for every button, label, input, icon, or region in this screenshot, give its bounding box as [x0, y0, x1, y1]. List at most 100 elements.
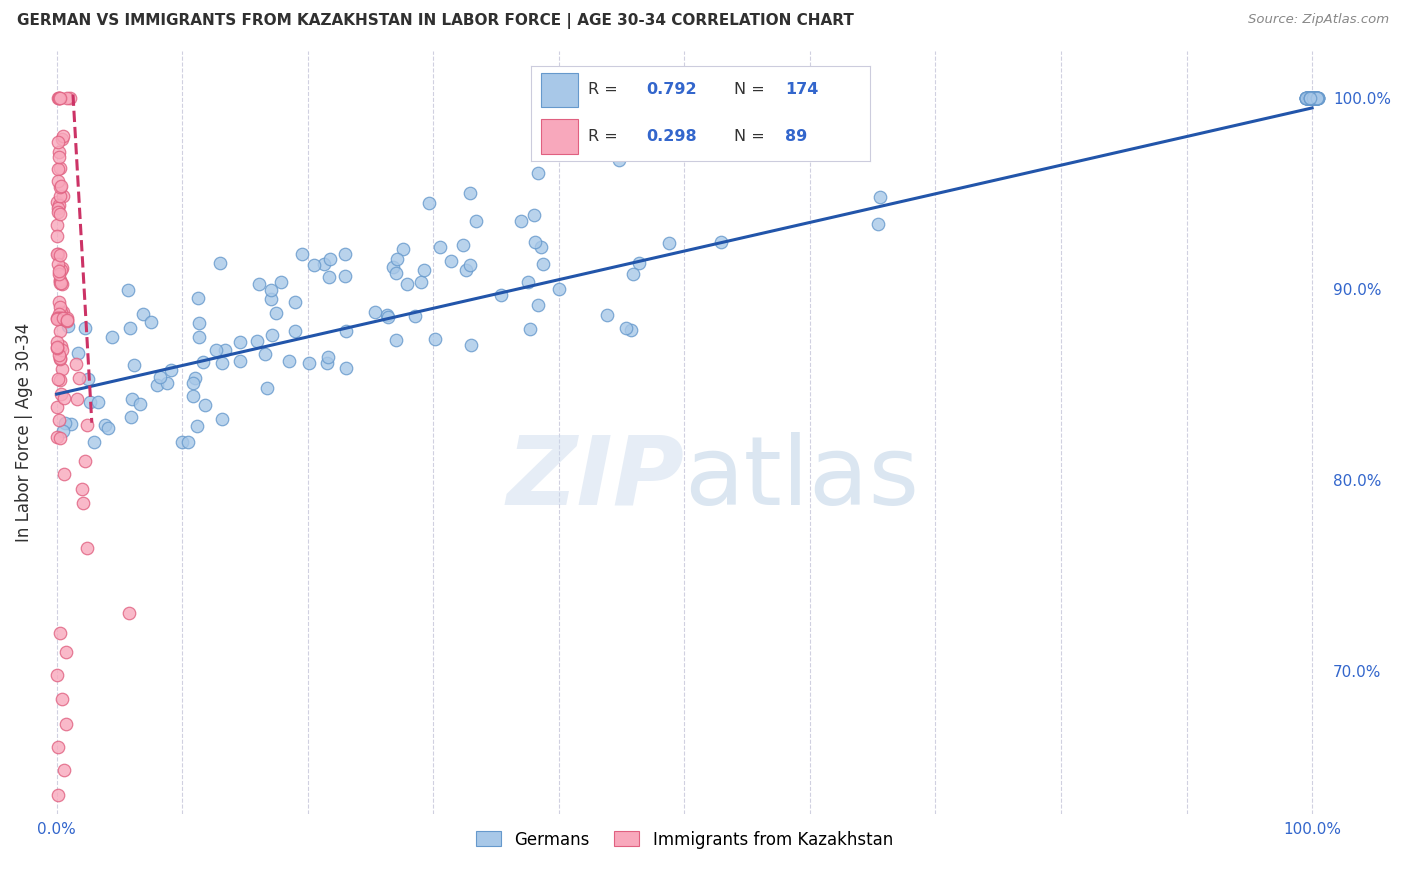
Point [316, 350, 339, 364]
Point [186, 419, 208, 434]
Point [524, 235, 547, 250]
Point [284, 324, 307, 338]
Point [46, 340, 69, 354]
Point [132, 307, 155, 321]
Point [1299, 91, 1322, 105]
Point [55, 645, 77, 659]
Point [1308, 91, 1330, 105]
Point [1306, 91, 1329, 105]
Point [1298, 91, 1320, 105]
Point [53, 416, 76, 430]
Point [45, 310, 67, 325]
Point [527, 166, 550, 180]
Point [51, 304, 73, 318]
Point [51, 277, 73, 291]
Point [51, 260, 73, 275]
Point [205, 343, 228, 357]
Point [377, 309, 399, 323]
Point [1302, 91, 1324, 105]
Point [49, 431, 72, 445]
Point [48, 91, 70, 105]
Point [465, 214, 488, 228]
Point [1296, 91, 1319, 105]
Point [1299, 91, 1322, 105]
Point [246, 334, 269, 348]
Point [48, 348, 70, 362]
Point [530, 240, 553, 254]
Point [1295, 91, 1317, 105]
Point [45, 228, 67, 243]
Point [49, 263, 72, 277]
Point [1295, 91, 1317, 105]
Point [510, 214, 533, 228]
Point [1301, 91, 1323, 105]
Point [1306, 91, 1329, 105]
Point [1298, 91, 1320, 105]
Point [1303, 91, 1326, 105]
Point [48, 189, 70, 203]
Point [118, 606, 141, 620]
Point [45, 312, 67, 326]
Point [79, 394, 101, 409]
Text: atlas: atlas [685, 432, 920, 524]
Point [48, 295, 70, 310]
Point [184, 370, 207, 384]
Point [76, 418, 98, 433]
Y-axis label: In Labor Force | Age 30-34: In Labor Force | Age 30-34 [15, 323, 32, 542]
Point [49, 310, 72, 325]
Point [260, 327, 283, 342]
Point [866, 217, 889, 231]
Point [51, 339, 73, 353]
Point [49, 273, 72, 287]
Point [335, 324, 357, 338]
Point [1299, 91, 1322, 105]
Point [628, 256, 651, 270]
Point [229, 353, 252, 368]
Point [440, 254, 463, 268]
Point [1301, 91, 1323, 105]
Point [46, 740, 69, 755]
Point [56, 318, 79, 333]
Point [523, 208, 546, 222]
Point [48, 150, 70, 164]
Point [1295, 91, 1317, 105]
Point [333, 268, 356, 283]
Point [48, 201, 70, 215]
Point [156, 376, 179, 391]
Point [256, 381, 278, 395]
Point [172, 434, 194, 449]
Point [423, 332, 446, 346]
Point [1303, 91, 1326, 105]
Point [869, 190, 891, 204]
Point [48, 91, 70, 105]
Point [1296, 91, 1319, 105]
Point [45, 430, 67, 444]
Point [49, 161, 72, 175]
Point [46, 218, 69, 232]
Point [412, 263, 434, 277]
Point [284, 295, 307, 310]
Point [1308, 91, 1330, 105]
Point [49, 310, 72, 325]
Point [491, 288, 513, 302]
Point [1296, 91, 1319, 105]
Point [46, 400, 69, 414]
Point [547, 282, 569, 296]
Point [55, 310, 77, 325]
Point [129, 397, 152, 411]
Point [53, 391, 76, 405]
Point [1301, 91, 1323, 105]
Point [298, 355, 321, 369]
Point [270, 275, 292, 289]
Point [429, 239, 451, 253]
Point [1301, 91, 1323, 105]
Point [83, 434, 105, 449]
Point [607, 153, 630, 167]
Point [1305, 91, 1327, 105]
Point [101, 330, 124, 344]
Point [48, 412, 70, 426]
Point [48, 307, 70, 321]
Point [51, 362, 73, 376]
Point [149, 369, 172, 384]
Point [55, 717, 77, 731]
